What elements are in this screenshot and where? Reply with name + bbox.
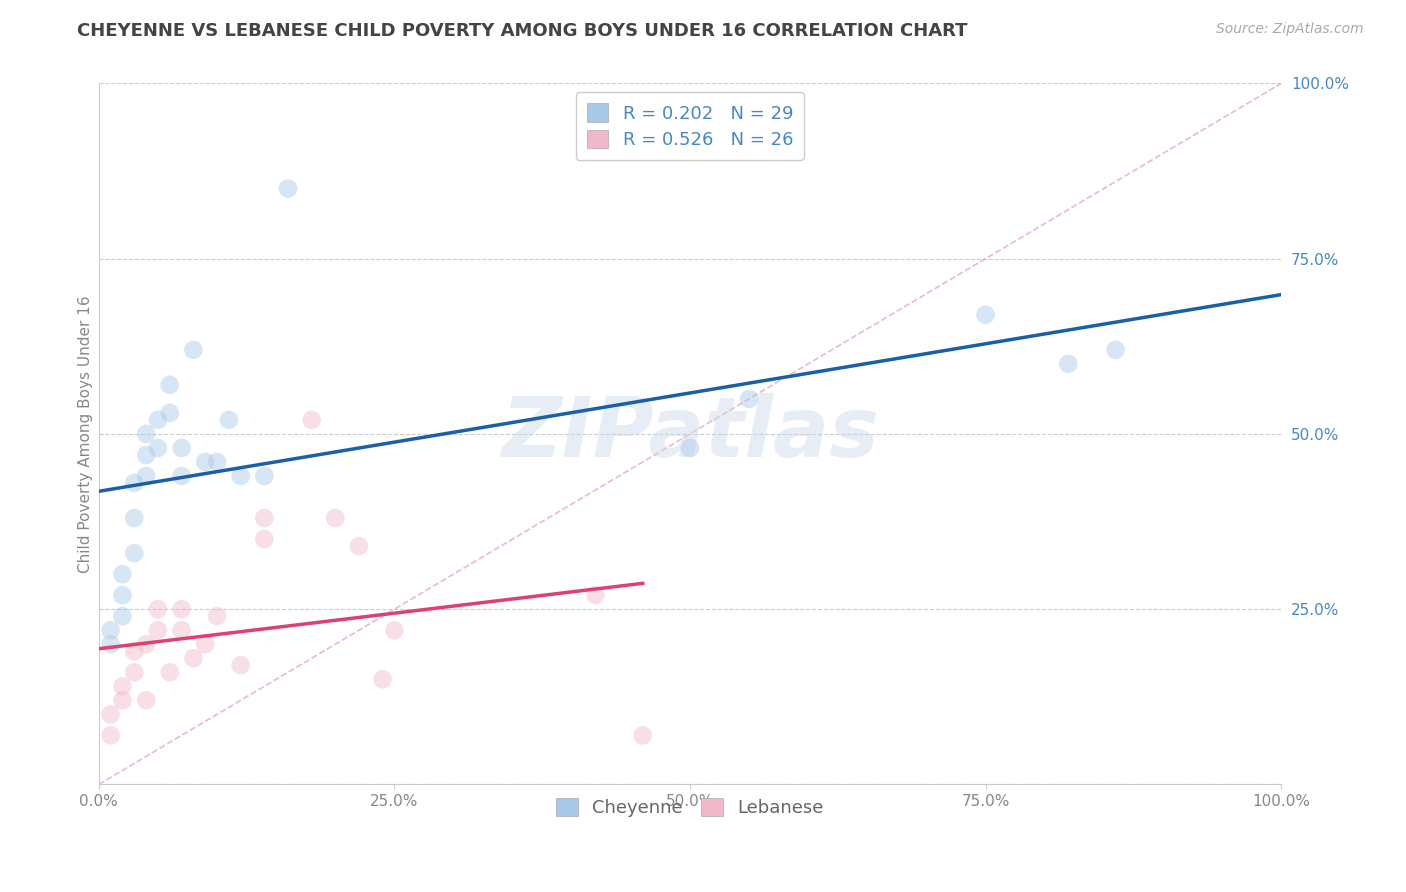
Point [124, 511, 146, 525]
Point [100, 637, 122, 651]
Point [170, 602, 193, 616]
Point [111, 693, 134, 707]
Point [135, 637, 157, 651]
Point [135, 448, 157, 462]
Legend: Cheyenne, Lebanese: Cheyenne, Lebanese [550, 790, 831, 824]
Point [347, 539, 370, 553]
Point [111, 588, 134, 602]
Point [100, 707, 122, 722]
Point [205, 455, 228, 469]
Point [229, 658, 252, 673]
Point [194, 455, 217, 469]
Point [100, 728, 122, 742]
Point [253, 532, 276, 546]
Point [301, 413, 323, 427]
Point [277, 181, 299, 195]
Point [229, 469, 252, 483]
Point [146, 441, 169, 455]
Point [170, 624, 193, 638]
Point [631, 728, 654, 742]
Point [111, 679, 134, 693]
Point [205, 609, 228, 624]
Point [974, 308, 997, 322]
Point [253, 469, 276, 483]
Y-axis label: Child Poverty Among Boys Under 16: Child Poverty Among Boys Under 16 [79, 295, 93, 573]
Point [738, 392, 761, 406]
Point [135, 426, 157, 441]
Point [124, 475, 146, 490]
Point [146, 624, 169, 638]
Text: ZIPatlas: ZIPatlas [501, 393, 879, 475]
Point [371, 673, 394, 687]
Point [100, 624, 122, 638]
Point [124, 665, 146, 680]
Point [183, 651, 205, 665]
Point [218, 413, 240, 427]
Point [124, 546, 146, 560]
Point [111, 609, 134, 624]
Point [146, 602, 169, 616]
Point [679, 441, 702, 455]
Point [135, 469, 157, 483]
Point [194, 637, 217, 651]
Point [159, 406, 181, 420]
Text: Source: ZipAtlas.com: Source: ZipAtlas.com [1216, 22, 1364, 37]
Point [146, 413, 169, 427]
Point [170, 441, 193, 455]
Text: CHEYENNE VS LEBANESE CHILD POVERTY AMONG BOYS UNDER 16 CORRELATION CHART: CHEYENNE VS LEBANESE CHILD POVERTY AMONG… [77, 22, 967, 40]
Point [384, 624, 406, 638]
Point [159, 665, 181, 680]
Point [159, 377, 181, 392]
Point [124, 644, 146, 658]
Point [1057, 357, 1080, 371]
Point [583, 588, 606, 602]
Point [253, 511, 276, 525]
Point [111, 567, 134, 582]
Point [135, 693, 157, 707]
Point [323, 511, 346, 525]
Point [1104, 343, 1126, 357]
Point [170, 469, 193, 483]
Point [183, 343, 205, 357]
